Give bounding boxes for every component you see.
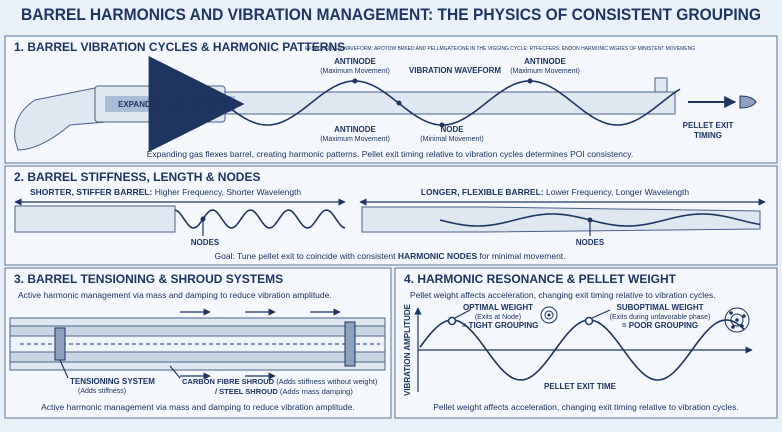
optimal-sub: (Exits at Node)	[475, 314, 521, 321]
x-axis-label: PELLET EXIT TIME	[544, 382, 617, 391]
short-label: SHORTER, STIFFER BARREL: Higher Frequenc…	[30, 187, 301, 197]
carbon-sub: (Adds stiffness without weight)	[276, 377, 378, 386]
long-label: LONGER, FLEXIBLE BARREL: Lower Frequency…	[421, 187, 690, 197]
exit-label: TIMING	[694, 131, 722, 140]
goal-text: for minimal movement.	[480, 251, 566, 261]
steel-sub: (Adds mass damping)	[280, 387, 353, 396]
long-bold: LONGER, FLEXIBLE BARREL:	[421, 187, 544, 197]
optimal-result: = TIGHT GROUPING	[462, 321, 539, 330]
antinode-sub: (Maximum Movement)	[320, 68, 390, 75]
antinode-point	[439, 122, 445, 128]
tight-target	[540, 306, 558, 324]
antinode-label: ANTINODE	[334, 125, 376, 134]
optimal-point	[447, 316, 457, 326]
antinode-label: ANTINODE	[524, 57, 566, 66]
target-hit	[735, 318, 739, 322]
node-point	[200, 216, 206, 222]
target-ring	[544, 310, 554, 320]
poor-target	[724, 307, 750, 333]
resonance-wave	[419, 319, 745, 381]
pointer	[591, 309, 611, 319]
short-bold: SHORTER, STIFFER BARREL:	[30, 187, 152, 197]
tension-label: TENSIONING SYSTEM	[70, 377, 155, 386]
pointer	[59, 359, 69, 379]
suboptimal-label: SUBOPTIMAL WEIGHT	[617, 303, 704, 312]
pointer	[169, 365, 181, 379]
heading: 3. BARREL TENSIONING & SHROUD SYSTEMS	[14, 272, 283, 286]
target-ring	[540, 306, 558, 324]
intro: Pellet weight affects acceleration, chan…	[410, 290, 716, 300]
waveform-label: VIBRATION WAVEFORM	[409, 66, 501, 75]
caption: Active harmonic management via mass and …	[41, 402, 355, 412]
short-text: Higher Frequency, Shorter Wavelength	[155, 187, 302, 197]
nodes-label: NODES	[576, 238, 605, 247]
tensioner	[54, 327, 66, 361]
antinode-point	[527, 78, 533, 84]
long-wave	[439, 213, 761, 227]
y-axis-label: VIBRATION AMPLITUDE	[403, 303, 412, 396]
tension-sub: (Adds stiffness)	[78, 388, 126, 395]
barrel	[224, 91, 676, 115]
goal-text: Goal: Tune pellet exit to coincide with …	[214, 251, 396, 261]
panel-4	[394, 267, 778, 419]
node-point	[587, 217, 593, 223]
suboptimal-result: = POOR GROUPING	[622, 321, 698, 330]
exit-label: PELLET EXIT	[683, 121, 734, 130]
heading: 1. BARREL VIBRATION CYCLES & HARMONIC PA…	[14, 40, 345, 54]
caption: Expanding gas flexes barrel, creating ha…	[147, 149, 633, 159]
target-ring	[724, 307, 750, 333]
target-ring	[730, 313, 744, 327]
node-sub: (Minimal Movement)	[420, 136, 483, 143]
heading: 2. BARREL STIFFNESS, LENGTH & NODES	[14, 170, 260, 184]
target-hit	[547, 313, 551, 317]
node-label: NODE	[440, 125, 464, 134]
short-barrel	[14, 205, 176, 233]
goal: Goal: Tune pellet exit to coincide with …	[214, 251, 565, 261]
vibration-waveform	[229, 80, 681, 126]
node-point	[396, 100, 402, 106]
optimal-label: OPTIMAL WEIGHT	[463, 303, 533, 312]
long-text: Lower Frequency, Longer Wavelength	[546, 187, 689, 197]
target-hit	[740, 324, 744, 328]
front-sight	[654, 77, 668, 93]
pellet	[739, 95, 757, 109]
target-hit	[729, 311, 733, 315]
title: BARREL HARMONICS AND VIBRATION MANAGEMEN…	[21, 5, 761, 24]
antinode-label: ANTINODE	[334, 57, 376, 66]
antinode-sub: (Maximum Movement)	[510, 68, 580, 75]
long-barrel	[361, 206, 761, 233]
carbon-bold: CARBON FIBRE SHROUD	[182, 377, 275, 386]
carbon-label: CARBON FIBRE SHROUD (Adds stiffness with…	[182, 377, 378, 386]
tensioner	[344, 321, 356, 367]
nodes-label: NODES	[191, 238, 220, 247]
suboptimal-point	[584, 316, 594, 326]
note: EXSAGORIGEN WAVEFORM: AROTOW BRKED AND P…	[305, 46, 695, 52]
target-hit	[731, 325, 735, 329]
gas-label: EXPANDING GAS PRESSURE	[118, 100, 231, 109]
antinode-point	[352, 78, 358, 84]
target-hit	[742, 314, 746, 318]
steel-label: / STEEL SHROUD (Adds mass damping)	[215, 387, 353, 396]
intro: Active harmonic management via mass and …	[18, 290, 332, 300]
goal-bold: HARMONIC NODES	[398, 251, 478, 261]
pointer	[454, 309, 471, 319]
heading: 4. HARMONIC RESONANCE & PELLET WEIGHT	[404, 272, 677, 286]
suboptimal-sub: (Exits during unfavorable phase)	[610, 314, 711, 321]
caption: Pellet weight affects acceleration, chan…	[433, 402, 739, 412]
antinode-sub: (Maximum Movement)	[320, 136, 390, 143]
steel-bold: / STEEL SHROUD	[215, 387, 278, 396]
